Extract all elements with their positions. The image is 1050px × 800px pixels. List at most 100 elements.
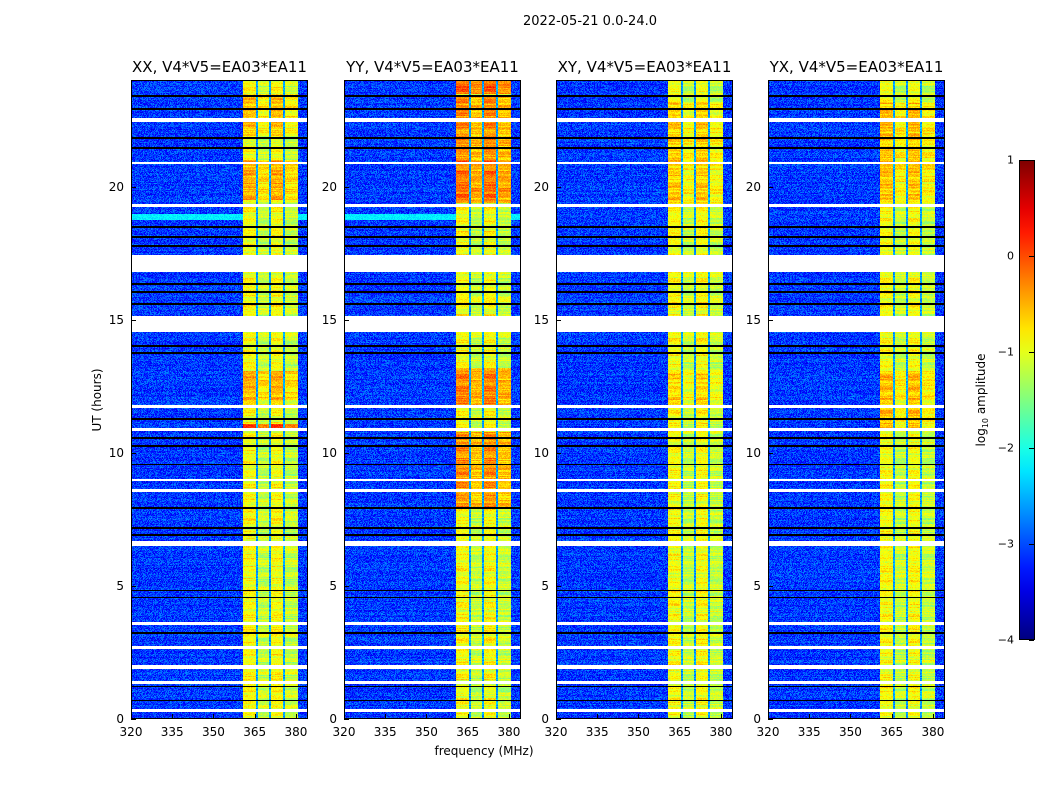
y-tick-label: 0 (753, 712, 761, 726)
panel-title: XX, V4*V5=EA03*EA11 (132, 58, 307, 76)
y-tick-mark (131, 585, 136, 587)
x-tick-mark (213, 714, 215, 719)
x-tick-label: 320 (756, 725, 780, 739)
panel-xy: XY, V4*V5=EA03*EA11 320 335 350 365 380 0 5 10 1… (534, 58, 733, 739)
x-tick-mark (254, 714, 256, 719)
y-tick-mark (344, 719, 349, 720)
colorbar-tick-label: −2 (997, 441, 1014, 455)
y-tick-label: 10 (108, 445, 124, 460)
y-tick-label: 0 (541, 712, 549, 726)
x-tick-mark (932, 714, 934, 719)
y-tick-mark (768, 585, 773, 587)
x-tick-label: 365 (668, 725, 692, 739)
x-tick-mark (720, 714, 722, 719)
y-tick-label: 20 (321, 179, 337, 194)
heatmap-xx (131, 80, 308, 719)
figure-title: 2022-05-21 0.0-24.0 (523, 14, 657, 29)
panel-title: YY, V4*V5=EA03*EA11 (346, 58, 519, 76)
x-tick-mark (344, 714, 345, 719)
x-tick-mark (891, 714, 893, 719)
y-tick-mark (131, 719, 136, 720)
panel-xx: XX, V4*V5=EA03*EA11 320 335 350 365 380 0 5 10 1… (109, 58, 308, 739)
x-tick-label: 350 (627, 725, 650, 739)
x-tick-mark (809, 714, 811, 719)
x-tick-mark (172, 714, 174, 719)
colorbar-tick-label: −3 (997, 537, 1014, 551)
x-tick-mark (426, 714, 428, 719)
x-axis-label: frequency (MHz) (434, 744, 534, 758)
colorbar-tick-mark (1029, 352, 1034, 353)
x-tick-label: 365 (456, 725, 480, 739)
y-tick-mark (768, 719, 773, 720)
y-tick-mark (131, 452, 136, 454)
y-tick-label: 5 (329, 578, 337, 593)
x-tick-label: 380 (921, 725, 945, 739)
x-tick-label: 350 (839, 725, 862, 739)
colorbar-tick-label: −4 (997, 633, 1014, 647)
y-tick-mark (131, 186, 136, 188)
x-tick-label: 350 (415, 725, 438, 739)
y-tick-mark (344, 186, 349, 188)
y-tick-label: 15 (533, 312, 549, 327)
y-tick-mark (344, 319, 349, 321)
colorbar-tick-mark (1029, 544, 1034, 545)
y-tick-label: 10 (321, 445, 337, 460)
panel-title: XY, V4*V5=EA03*EA11 (557, 58, 732, 76)
y-tick-label: 10 (533, 445, 549, 460)
x-tick-mark (385, 714, 387, 719)
y-tick-label: 20 (108, 179, 124, 194)
y-tick-mark (344, 452, 349, 454)
x-tick-label: 380 (497, 725, 521, 739)
y-tick-mark (344, 585, 349, 587)
x-tick-mark (131, 714, 132, 719)
colorbar-tick-mark (1029, 160, 1034, 161)
y-tick-mark (556, 719, 561, 720)
y-tick-label: 15 (745, 312, 761, 327)
x-tick-mark (556, 714, 557, 719)
y-tick-label: 0 (116, 712, 124, 726)
x-tick-label: 320 (332, 725, 356, 739)
x-tick-label: 335 (797, 725, 821, 739)
y-tick-label: 15 (321, 312, 337, 327)
panel-yx: YX, V4*V5=EA03*EA11 320 335 350 365 380 0 5 10 1… (746, 58, 945, 739)
y-tick-label: 0 (329, 712, 337, 726)
y-tick-mark (131, 319, 136, 321)
y-tick-label: 20 (745, 179, 761, 194)
colorbar-tick-mark (1029, 640, 1034, 641)
heatmap-yy (344, 80, 521, 719)
colorbar-label: log10 amplitude (973, 353, 991, 447)
x-tick-label: 335 (160, 725, 184, 739)
x-tick-mark (850, 714, 852, 719)
y-tick-label: 20 (533, 179, 549, 194)
y-tick-label: 10 (745, 445, 761, 460)
x-tick-mark (597, 714, 599, 719)
x-tick-label: 350 (202, 725, 225, 739)
y-tick-label: 5 (541, 578, 549, 593)
x-tick-label: 335 (585, 725, 609, 739)
y-tick-mark (556, 452, 561, 454)
colorbar-tick-mark (1029, 256, 1034, 257)
x-tick-mark (467, 714, 469, 719)
y-tick-mark (768, 319, 773, 321)
colorbar-tick-label: 1 (1007, 153, 1014, 167)
x-tick-label: 380 (709, 725, 733, 739)
x-tick-mark (295, 714, 297, 719)
y-tick-mark (768, 452, 773, 454)
y-tick-mark (556, 319, 561, 321)
x-tick-mark (679, 714, 681, 719)
y-tick-mark (556, 585, 561, 587)
panel-yy: YY, V4*V5=EA03*EA11 320 335 350 365 380 0 5 10 1… (322, 58, 521, 739)
x-tick-label: 320 (544, 725, 568, 739)
x-tick-label: 335 (373, 725, 397, 739)
x-tick-label: 365 (880, 725, 904, 739)
x-tick-mark (638, 714, 640, 719)
colorbar (1019, 160, 1035, 640)
y-axis-label: UT (hours) (90, 368, 104, 432)
y-tick-mark (768, 186, 773, 188)
panel-title: YX, V4*V5=EA03*EA11 (769, 58, 944, 76)
heatmap-yx (768, 80, 945, 719)
x-tick-mark (768, 714, 769, 719)
x-tick-mark (508, 714, 510, 719)
y-tick-mark (556, 186, 561, 188)
